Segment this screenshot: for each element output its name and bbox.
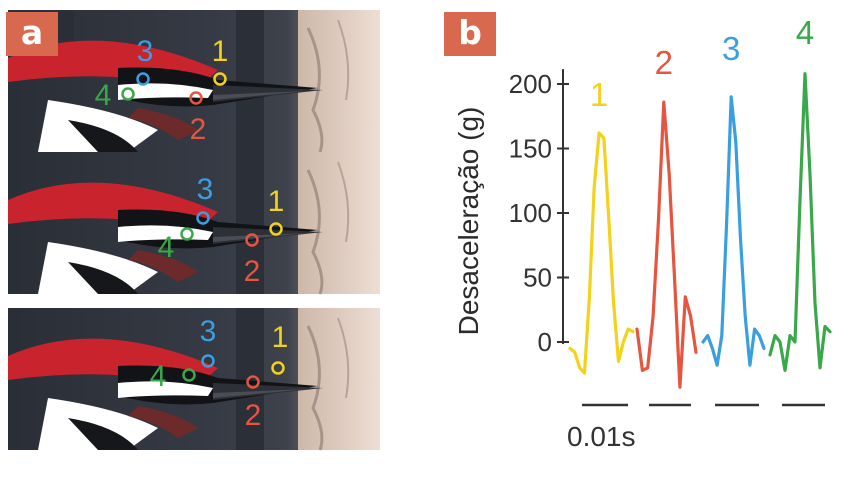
marker-label-2: 2 [245,399,262,432]
bird-photo: 1 2 34 [6,150,382,296]
marker-circle-4 [121,87,135,101]
y-tick-label: 150 [509,134,552,164]
marker-label-4: 4 [150,360,167,393]
scale-bar-label: 0.01s [567,421,636,452]
y-tick-label: 200 [509,69,552,99]
panel-a-label: a [6,12,58,56]
marker-circle-2 [245,233,259,247]
marker-label-3: 3 [137,35,154,68]
marker-circle-4 [180,227,194,241]
marker-circle-2 [246,375,260,389]
panel-b-label: b [444,12,496,56]
marker-circle-1 [271,361,285,375]
bird-photo: 1 2 34 [6,306,382,452]
y-axis-label: Desaceleração (g) [453,107,484,336]
series-line-1 [568,131,635,375]
marker-circle-1 [213,72,227,86]
marker-label-3: 3 [197,173,214,206]
marker-label-3: 3 [200,315,217,348]
marker-circle-4 [182,368,196,382]
marker-label-2: 2 [244,255,261,288]
bird-photo-image [6,150,382,296]
series-label-2: 2 [655,44,673,81]
y-tick-label: 50 [523,263,552,293]
marker-label-2: 2 [190,113,207,146]
series-line-3 [701,95,766,367]
bird-photo: 1 2 34 [6,8,382,154]
series-line-4 [768,72,832,372]
marker-label-4: 4 [95,79,112,112]
marker-circle-3 [201,354,215,368]
marker-label-1: 1 [272,321,289,354]
marker-circle-3 [136,72,150,86]
marker-circle-3 [196,211,210,225]
marker-label-4: 4 [158,231,175,264]
marker-label-1: 1 [212,35,229,68]
series-label-4: 4 [796,14,814,51]
series-label-3: 3 [722,30,740,67]
marker-circle-1 [269,222,283,236]
panel-b: Desaceleração (g) 0 50 100 150 200 1 2 3 4 0.01s [453,14,832,452]
y-tick-label: 100 [509,198,552,228]
y-tick-label: 0 [538,327,552,357]
marker-circle-2 [189,91,203,105]
marker-label-1: 1 [268,185,285,218]
series-label-1: 1 [590,76,608,113]
series-line-2 [635,100,698,389]
